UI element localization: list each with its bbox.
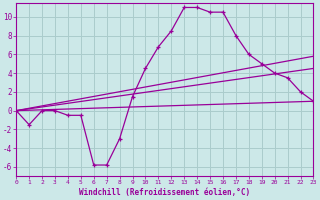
X-axis label: Windchill (Refroidissement éolien,°C): Windchill (Refroidissement éolien,°C)	[79, 188, 250, 197]
